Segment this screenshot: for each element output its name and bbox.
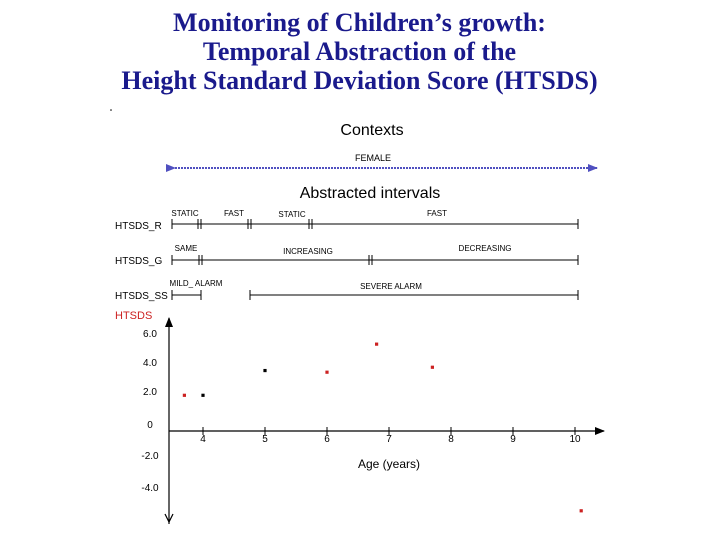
interval-label: STATIC: [278, 210, 305, 219]
y-tick-label: -4.0: [141, 483, 159, 494]
interval-label: FAST: [427, 209, 447, 218]
x-tick-label: 5: [262, 434, 268, 445]
data-point: [325, 370, 329, 374]
interval-label: SEVERE ALARM: [360, 282, 422, 291]
y-tick-label: 6.0: [143, 329, 157, 340]
data-point: [201, 393, 205, 397]
data-point: [263, 368, 267, 373]
data-point: [579, 509, 583, 513]
data-point: [182, 393, 186, 397]
stray-dot: [110, 109, 112, 111]
context-female-label: FEMALE: [355, 153, 391, 163]
x-axis-title: Age (years): [358, 457, 420, 471]
interval-label: DECREASING: [459, 244, 512, 253]
slide-title: Monitoring of Children’s growth: Tempora…: [0, 8, 719, 95]
htsds-plot: HTSDS Age (years) 4 5 6 7 8 9 10 6.0 4.0 2.0 0 -2.…: [115, 310, 605, 524]
x-tick-label: 9: [510, 434, 516, 445]
interval-label: INCREASING: [283, 247, 333, 256]
title-line-1: Monitoring of Children’s growth:: [173, 8, 546, 37]
interval-label: MILD_ ALARM: [170, 279, 223, 288]
x-tick-label: 7: [386, 434, 392, 445]
data-point: [375, 342, 379, 346]
data-point: [430, 365, 434, 369]
title-line-3: Height Standard Deviation Score (HTSDS): [121, 66, 598, 95]
y-tick-label: 0: [147, 420, 153, 431]
x-tick-label: 8: [448, 434, 454, 445]
row-label: HTSDS_R: [115, 221, 162, 232]
interval-label: SAME: [175, 244, 198, 253]
x-tick-label: 10: [569, 434, 581, 445]
row-label: HTSDS_SS: [115, 291, 168, 302]
x-tick-label: 6: [324, 434, 330, 445]
interval-label: FAST: [224, 209, 244, 218]
title-line-2: Temporal Abstraction of the: [202, 37, 517, 66]
htsds-g-row: HTSDS_G SAME INCREASING DECREASING: [115, 244, 579, 267]
x-tick-label: 4: [200, 434, 206, 445]
htsds-ss-row: HTSDS_SS MILD_ ALARM SEVERE ALARM: [115, 279, 579, 302]
htsds-r-row: HTSDS_R STATIC FAST STATIC FAST: [115, 209, 579, 232]
row-label: HTSDS_G: [115, 256, 162, 267]
contexts-heading: Contexts: [340, 122, 403, 139]
y-tick-label: 2.0: [143, 387, 157, 398]
y-tick-label: 4.0: [143, 358, 157, 369]
abstracted-intervals-heading: Abstracted intervals: [300, 185, 441, 202]
interval-label: STATIC: [171, 209, 198, 218]
y-axis-title: HTSDS: [115, 310, 152, 322]
y-tick-label: -2.0: [141, 451, 159, 462]
